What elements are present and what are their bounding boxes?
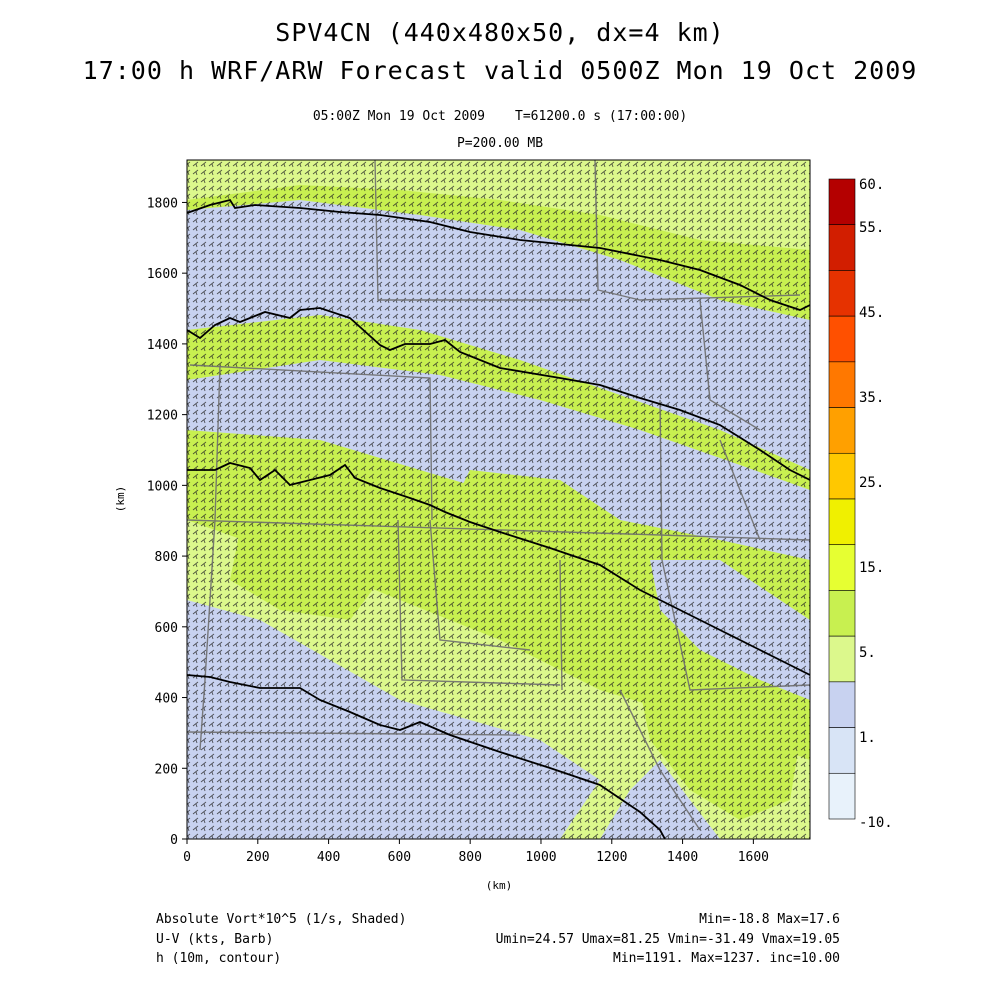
y-tick-label: 600 (155, 621, 178, 636)
x-tick-label: 800 (458, 850, 481, 865)
x-tick-label: 1000 (525, 850, 556, 865)
colorbar-swatch (828, 635, 856, 683)
sim-time: T=61200.0 s (17:00:00) (515, 109, 688, 124)
footer-field3-name: h (10m, contour) (156, 951, 282, 966)
colorbar-label: -10. (859, 815, 893, 831)
y-tick-label: 800 (155, 550, 178, 565)
colorbar-swatch (828, 772, 856, 820)
colorbar-swatch (828, 361, 856, 408)
colorbar-labels: 60. 55. 45. 35. 25. 15. 5. 1. -10. (859, 177, 893, 831)
footer-field1-name: Absolute Vort*10^5 (1/s, Shaded) (156, 912, 407, 927)
y-axis-ticks: 0 200 400 600 800 1000 1200 1400 1600 1800 (147, 196, 187, 848)
footer-field2-name: U-V (kts, Barb) (156, 932, 274, 947)
colorbar-swatch (828, 315, 856, 363)
plot-frame (186, 159, 811, 840)
colorbar-label: 45. (859, 305, 884, 321)
y-tick-label: 400 (155, 692, 178, 707)
y-tick-label: 0 (170, 833, 178, 848)
x-tick-label: 0 (183, 850, 191, 865)
colorbar-swatch (828, 270, 856, 317)
x-axis-ticks: 0 200 400 600 800 1000 1200 1400 1600 (183, 839, 769, 865)
colorbar-label: 35. (859, 390, 884, 406)
x-tick-label: 400 (317, 850, 340, 865)
colorbar-swatch (828, 452, 856, 500)
colorbar-label: 25. (859, 475, 884, 491)
y-axis-label: (km) (114, 486, 127, 513)
colorbar-swatch (828, 681, 856, 728)
subtitle-times: 05:00Z Mon 19 Oct 2009 T=61200.0 s (17:00… (0, 109, 1000, 124)
x-tick-label: 1200 (596, 850, 627, 865)
colorbar-swatch (828, 498, 856, 546)
colorbar-label: 55. (859, 220, 884, 236)
state-boundaries (187, 160, 810, 831)
y-tick-label: 1200 (147, 409, 178, 424)
colorbar-swatch (828, 407, 856, 454)
plot-area (187, 160, 810, 839)
footer-field1-stats: Min=-18.8 Max=17.6 (699, 912, 840, 927)
colorbar-swatch (828, 178, 856, 226)
y-tick-label: 1400 (147, 338, 178, 353)
footer-field2-stats: Umin=24.57 Umax=81.25 Vmin=-31.49 Vmax=1… (495, 932, 840, 947)
y-tick-label: 1600 (147, 267, 178, 282)
x-tick-label: 600 (388, 850, 411, 865)
x-tick-label: 1400 (667, 850, 698, 865)
colorbar-swatch (828, 544, 856, 591)
colorbar-swatch (828, 727, 856, 774)
x-axis-label: (km) (486, 879, 513, 892)
pressure-level: P=200.00 MB (456, 136, 544, 151)
colorbar-label: 60. (859, 177, 884, 193)
colorbar-swatch (828, 224, 856, 271)
y-tick-label: 1800 (147, 196, 178, 211)
title-domain: SPV4CN (440x480x50, dx=4 km) (275, 18, 725, 47)
colorbar (828, 178, 856, 820)
colorbar-label: 1. (859, 730, 876, 746)
wind-barbs (187, 160, 810, 839)
colorbar-label: 5. (859, 645, 876, 661)
x-tick-label: 200 (246, 850, 269, 865)
x-tick-label: 1600 (738, 850, 769, 865)
title-forecast: 17:00 h WRF/ARW Forecast valid 0500Z Mon… (82, 56, 918, 85)
valid-time: 05:00Z Mon 19 Oct 2009 (312, 109, 485, 124)
colorbar-swatch (828, 590, 856, 637)
y-tick-label: 200 (155, 762, 178, 777)
footer-field3-stats: Min=1191. Max=1237. inc=10.00 (613, 951, 840, 966)
y-tick-label: 1000 (147, 479, 178, 494)
colorbar-label: 15. (859, 560, 884, 576)
height-contours (187, 198, 810, 839)
